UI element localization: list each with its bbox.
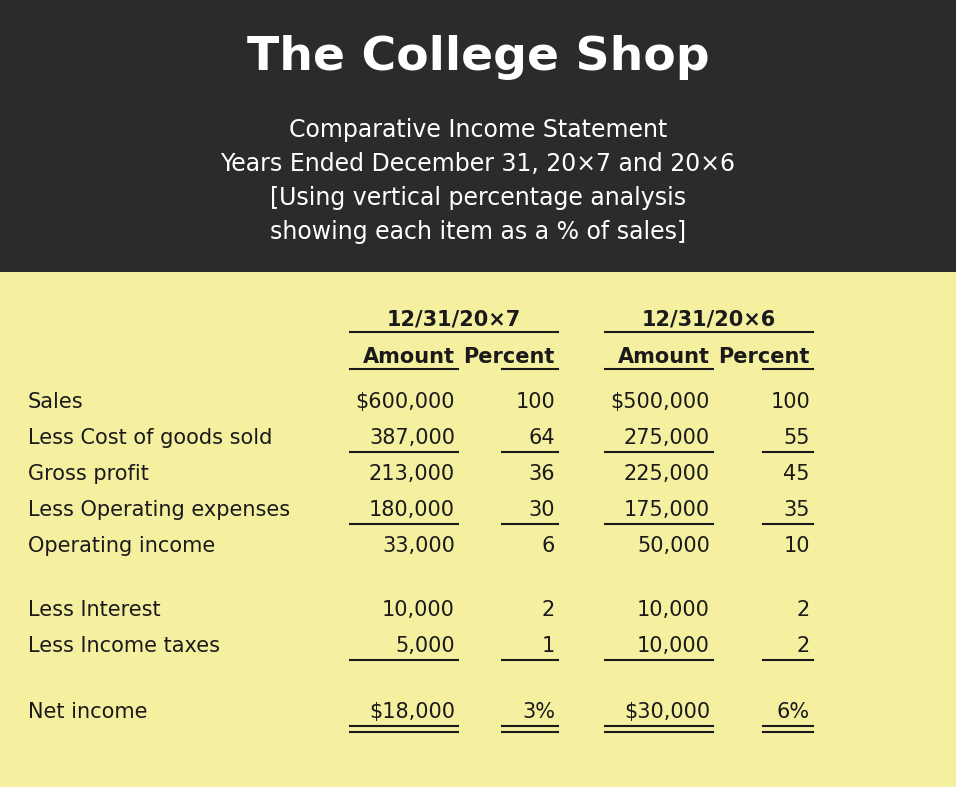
Text: 45: 45	[784, 464, 810, 483]
Text: Percent: Percent	[464, 346, 555, 367]
Text: 10,000: 10,000	[637, 636, 710, 656]
Text: [Using vertical percentage analysis: [Using vertical percentage analysis	[270, 186, 686, 210]
Text: 12/31/20×7: 12/31/20×7	[387, 309, 521, 330]
Text: 33,000: 33,000	[382, 535, 455, 556]
Text: 35: 35	[784, 500, 810, 519]
Text: 10: 10	[784, 535, 810, 556]
Text: 387,000: 387,000	[369, 427, 455, 448]
Text: 3%: 3%	[522, 701, 555, 722]
Text: Amount: Amount	[618, 346, 710, 367]
Text: $600,000: $600,000	[356, 391, 455, 412]
Text: 64: 64	[529, 427, 555, 448]
Text: 180,000: 180,000	[369, 500, 455, 519]
Text: 175,000: 175,000	[624, 500, 710, 519]
Text: Operating income: Operating income	[28, 535, 215, 556]
Text: 275,000: 275,000	[624, 427, 710, 448]
Text: 30: 30	[529, 500, 555, 519]
Bar	[0, 0, 956, 272]
Text: 1: 1	[542, 636, 555, 656]
Text: Sales: Sales	[28, 391, 83, 412]
Text: 36: 36	[529, 464, 555, 483]
Text: $500,000: $500,000	[611, 391, 710, 412]
Text: Amount: Amount	[363, 346, 455, 367]
Text: 2: 2	[542, 600, 555, 619]
Text: $30,000: $30,000	[624, 701, 710, 722]
Text: 10,000: 10,000	[382, 600, 455, 619]
Text: 12/31/20×6: 12/31/20×6	[641, 309, 776, 330]
Text: Net income: Net income	[28, 701, 147, 722]
Text: Less Interest: Less Interest	[28, 600, 161, 619]
Text: Comparative Income Statement: Comparative Income Statement	[289, 118, 667, 142]
Text: 2: 2	[796, 600, 810, 619]
Text: Gross profit: Gross profit	[28, 464, 149, 483]
Text: Percent: Percent	[719, 346, 810, 367]
Text: showing each item as a % of sales]: showing each item as a % of sales]	[270, 220, 686, 244]
Text: 50,000: 50,000	[637, 535, 710, 556]
Text: 5,000: 5,000	[396, 636, 455, 656]
Text: 213,000: 213,000	[369, 464, 455, 483]
Text: 2: 2	[796, 636, 810, 656]
Text: 100: 100	[771, 391, 810, 412]
Text: 10,000: 10,000	[637, 600, 710, 619]
Text: 6%: 6%	[777, 701, 810, 722]
Text: 225,000: 225,000	[624, 464, 710, 483]
Text: Years Ended December 31, 20×7 and 20×6: Years Ended December 31, 20×7 and 20×6	[221, 152, 735, 176]
Text: 6: 6	[542, 535, 555, 556]
Text: Less Cost of goods sold: Less Cost of goods sold	[28, 427, 272, 448]
Text: The College Shop: The College Shop	[247, 35, 709, 80]
Text: Less Income taxes: Less Income taxes	[28, 636, 220, 656]
Text: Less Operating expenses: Less Operating expenses	[28, 500, 290, 519]
Text: 100: 100	[515, 391, 555, 412]
Text: 55: 55	[784, 427, 810, 448]
Text: $18,000: $18,000	[369, 701, 455, 722]
